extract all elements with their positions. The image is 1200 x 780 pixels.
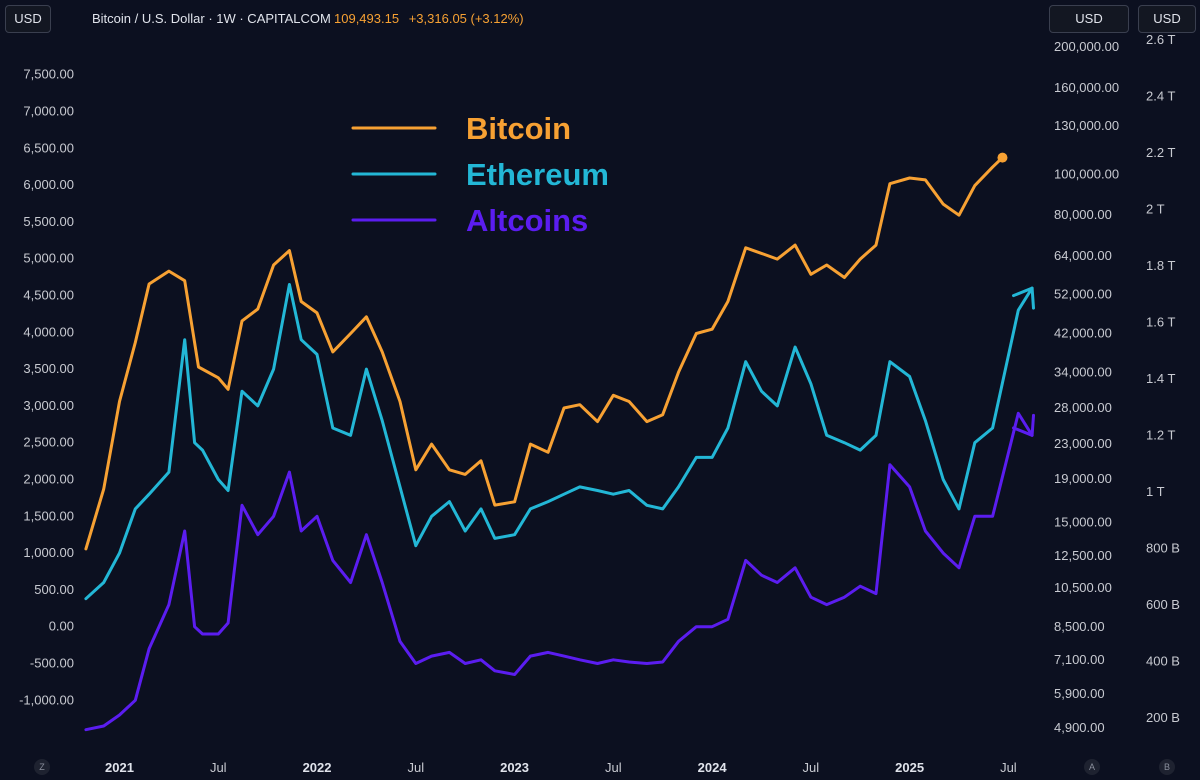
symbol-title: Bitcoin / U.S. Dollar · 1W · CAPITALCOM bbox=[92, 11, 331, 26]
market-cap-axis-tick-label: 1 T bbox=[1146, 484, 1165, 499]
series-arrow-altcoins bbox=[1012, 413, 1035, 437]
bitcoin-axis-tick-label: 64,000.00 bbox=[1054, 248, 1112, 263]
left-axis-tick-label: 1,000.00 bbox=[23, 545, 74, 560]
market-cap-axis-tick-label: 1.8 T bbox=[1146, 258, 1175, 273]
left-axis-tick-label: 5,000.00 bbox=[23, 251, 74, 266]
left-axis-tick-label: 2,000.00 bbox=[23, 471, 74, 486]
bitcoin-axis-tick-label: 10,500.00 bbox=[1054, 580, 1112, 595]
bitcoin-axis-tick-label: 8,500.00 bbox=[1054, 619, 1105, 634]
bitcoin-axis-tick-label: 19,000.00 bbox=[1054, 471, 1112, 486]
left-axis-tick-label: 1,500.00 bbox=[23, 508, 74, 523]
left-axis-tick-label: 7,000.00 bbox=[23, 104, 74, 119]
currency-select-left[interactable]: USD bbox=[5, 5, 51, 33]
x-axis-tick-label: 2021 bbox=[105, 760, 134, 775]
left-axis-tick-label: 2,500.00 bbox=[23, 435, 74, 450]
currency-select-secondary[interactable]: USD bbox=[1138, 5, 1196, 33]
x-axis-tick-label: Jul bbox=[605, 760, 622, 775]
market-cap-axis-tick-label: 200 B bbox=[1146, 710, 1180, 725]
bitcoin-axis-tick-label: 100,000.00 bbox=[1054, 166, 1119, 181]
market-cap-axis-tick-label: 1.2 T bbox=[1146, 428, 1175, 443]
bitcoin-axis-tick-label: 7,100.00 bbox=[1054, 652, 1105, 667]
log-scale-icon[interactable]: B bbox=[1159, 759, 1175, 775]
market-cap-axis-tick-label: 2.6 T bbox=[1146, 32, 1175, 47]
series-line-altcoins bbox=[84, 411, 1034, 732]
bitcoin-axis-tick-label: 130,000.00 bbox=[1054, 118, 1119, 133]
market-cap-axis-tick-label: 2.4 T bbox=[1146, 89, 1175, 104]
left-axis-tick-label: 4,500.00 bbox=[23, 288, 74, 303]
left-axis-tick-label: 3,500.00 bbox=[23, 361, 74, 376]
left-axis-tick-label: 6,500.00 bbox=[23, 140, 74, 155]
bitcoin-axis-tick-label: 4,900.00 bbox=[1054, 720, 1105, 735]
bitcoin-axis-tick-label: 28,000.00 bbox=[1054, 400, 1112, 415]
legend-label-bitcoin: Bitcoin bbox=[466, 111, 571, 146]
x-axis-tick-label: 2022 bbox=[303, 760, 332, 775]
x-axis-tick-label: Jul bbox=[210, 760, 227, 775]
bitcoin-axis-tick-label: 12,500.00 bbox=[1054, 548, 1112, 563]
left-axis-tick-label: 7,500.00 bbox=[23, 67, 74, 82]
price-change: +3,316.05 (+3.12%) bbox=[408, 11, 524, 26]
left-axis-tick-label: 500.00 bbox=[34, 582, 74, 597]
market-cap-axis-tick-label: 2 T bbox=[1146, 202, 1165, 217]
market-cap-axis-tick-label: 600 B bbox=[1146, 597, 1180, 612]
legend-label-ethereum: Ethereum bbox=[466, 157, 609, 192]
left-axis-tick-label: -1,000.00 bbox=[19, 692, 74, 707]
zoom-icon[interactable]: Z bbox=[34, 759, 50, 775]
bitcoin-last-point bbox=[997, 152, 1008, 163]
x-axis-tick-label: 2023 bbox=[500, 760, 529, 775]
legend-label-altcoins: Altcoins bbox=[466, 203, 588, 238]
bitcoin-axis-tick-label: 42,000.00 bbox=[1054, 326, 1112, 341]
x-axis-tick-label: Jul bbox=[1000, 760, 1017, 775]
x-axis-tick-label: 2024 bbox=[698, 760, 728, 775]
left-axis-tick-label: 4,000.00 bbox=[23, 324, 74, 339]
left-axis-tick-label: -500.00 bbox=[30, 655, 74, 670]
currency-select-right[interactable]: USD bbox=[1049, 5, 1129, 33]
market-cap-axis-tick-label: 1.6 T bbox=[1146, 315, 1175, 330]
series-line-bitcoin bbox=[84, 156, 1004, 551]
last-price: 109,493.15 bbox=[334, 11, 400, 26]
price-readout: 109,493.15 +3,316.05 (+3.12%) bbox=[334, 11, 524, 26]
bitcoin-axis-tick-label: 80,000.00 bbox=[1054, 207, 1112, 222]
market-cap-axis-tick-label: 1.4 T bbox=[1146, 371, 1175, 386]
bitcoin-axis-tick-label: 23,000.00 bbox=[1054, 436, 1112, 451]
x-axis-tick-label: 2025 bbox=[895, 760, 924, 775]
bitcoin-axis-tick-label: 5,900.00 bbox=[1054, 686, 1105, 701]
series-arrow-ethereum bbox=[1012, 286, 1035, 310]
x-axis-tick-label: Jul bbox=[407, 760, 424, 775]
auto-scale-icon[interactable]: A bbox=[1084, 759, 1100, 775]
bitcoin-axis-tick-label: 160,000.00 bbox=[1054, 80, 1119, 95]
bitcoin-axis-tick-label: 34,000.00 bbox=[1054, 364, 1112, 379]
bitcoin-axis-tick-label: 15,000.00 bbox=[1054, 515, 1112, 530]
x-axis-tick-label: Jul bbox=[803, 760, 820, 775]
market-cap-axis-tick-label: 800 B bbox=[1146, 541, 1180, 556]
series-line-ethereum bbox=[84, 283, 1034, 601]
market-cap-axis-tick-label: 2.2 T bbox=[1146, 145, 1175, 160]
left-axis-tick-label: 0.00 bbox=[49, 619, 74, 634]
left-axis-tick-label: 5,500.00 bbox=[23, 214, 74, 229]
left-axis-tick-label: 3,000.00 bbox=[23, 398, 74, 413]
bitcoin-axis-tick-label: 52,000.00 bbox=[1054, 286, 1112, 301]
market-cap-axis-tick-label: 400 B bbox=[1146, 654, 1180, 669]
bitcoin-axis-tick-label: 200,000.00 bbox=[1054, 39, 1119, 54]
left-axis-tick-label: 6,000.00 bbox=[23, 177, 74, 192]
